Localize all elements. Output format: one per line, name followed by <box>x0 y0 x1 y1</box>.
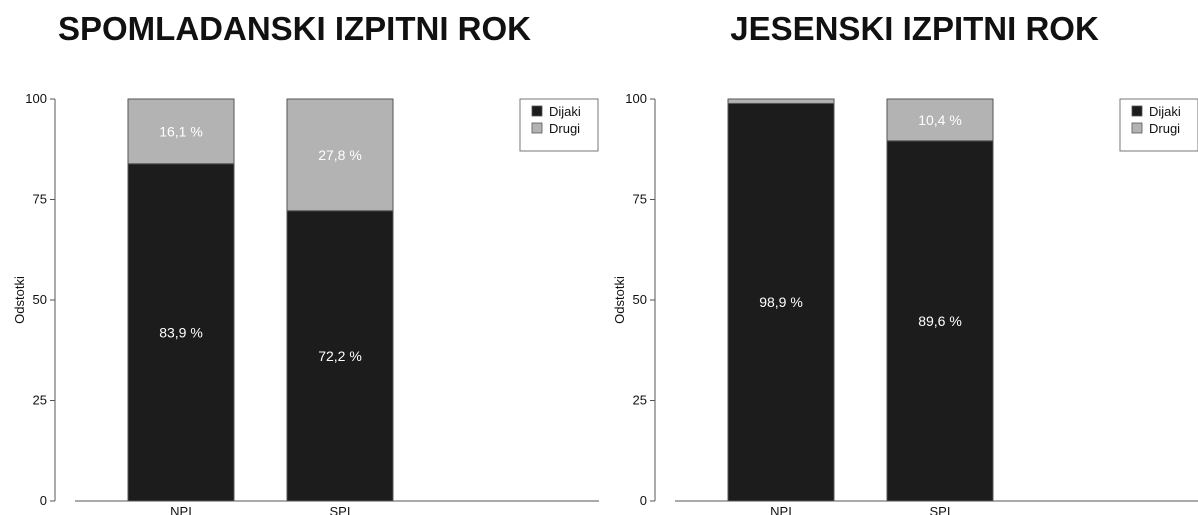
bar-drugi <box>886 98 994 142</box>
bar-value-label: 10,4 % <box>918 112 962 128</box>
chart-panel-autumn: 0 25 50 75 100 Odstotki 98,9 % NPI 89,6 % 10,4 % S… <box>600 0 1198 515</box>
x-tick-label: NPI <box>170 504 192 515</box>
legend-swatch <box>531 105 543 117</box>
y-tick-label: 100 <box>25 91 47 106</box>
legend-label: Dijaki <box>549 104 581 119</box>
legend-swatch <box>1131 105 1143 117</box>
chart-svg: 0 25 50 75 100 Odstotki 98,9 % NPI 89,6 % 10,4 % S… <box>612 91 1198 515</box>
chart-panel-spring: 0 25 50 75 100 Odstotki 83,9 % 16,1 % NPI 72,2 % 2… <box>12 10 599 515</box>
y-tick-label: 100 <box>625 91 647 106</box>
bar-value-label: 27,8 % <box>318 147 362 163</box>
chart-title: SPOMLADANSKI IZPITNI ROK <box>57 10 531 47</box>
bar-value-label: 89,6 % <box>918 313 962 329</box>
bar-dijaki <box>886 140 994 502</box>
y-tick-label: 25 <box>33 393 47 408</box>
y-tick-label: 75 <box>33 192 47 207</box>
y-axis-label: Odstotki <box>12 276 27 324</box>
y-tick-label: 75 <box>633 192 647 207</box>
bar-drugi <box>727 98 835 104</box>
x-tick-label: SPI <box>930 504 951 515</box>
legend-label: Drugi <box>549 121 580 136</box>
bar-dijaki <box>127 163 235 502</box>
legend-swatch <box>1131 122 1143 134</box>
y-tick-label: 50 <box>633 292 647 307</box>
chart-svg: 0 25 50 75 100 Odstotki 83,9 % 16,1 % NPI 72,2 % 2… <box>12 91 599 515</box>
x-tick-label: SPI <box>330 504 351 515</box>
y-axis-label: Odstotki <box>612 276 627 324</box>
bar-drugi <box>127 98 235 165</box>
legend-swatch <box>531 122 543 134</box>
bar-dijaki <box>727 102 835 502</box>
x-tick-label: NPI <box>770 504 792 515</box>
bar-value-label: 83,9 % <box>159 324 203 340</box>
chart-title: JESENSKI IZPITNI ROK <box>730 10 1099 47</box>
y-tick-label: 50 <box>33 292 47 307</box>
bar-value-label: 72,2 % <box>318 348 362 364</box>
legend-label: Dijaki <box>1149 104 1181 119</box>
y-tick-label: 0 <box>640 493 647 508</box>
bar-value-label: 16,1 % <box>159 123 203 139</box>
bar-dijaki <box>286 210 394 502</box>
y-tick-label: 0 <box>40 493 47 508</box>
bar-value-label: 98,9 % <box>759 294 803 310</box>
legend-label: Drugi <box>1149 121 1180 136</box>
bar-drugi <box>286 98 394 212</box>
y-tick-label: 25 <box>633 393 647 408</box>
